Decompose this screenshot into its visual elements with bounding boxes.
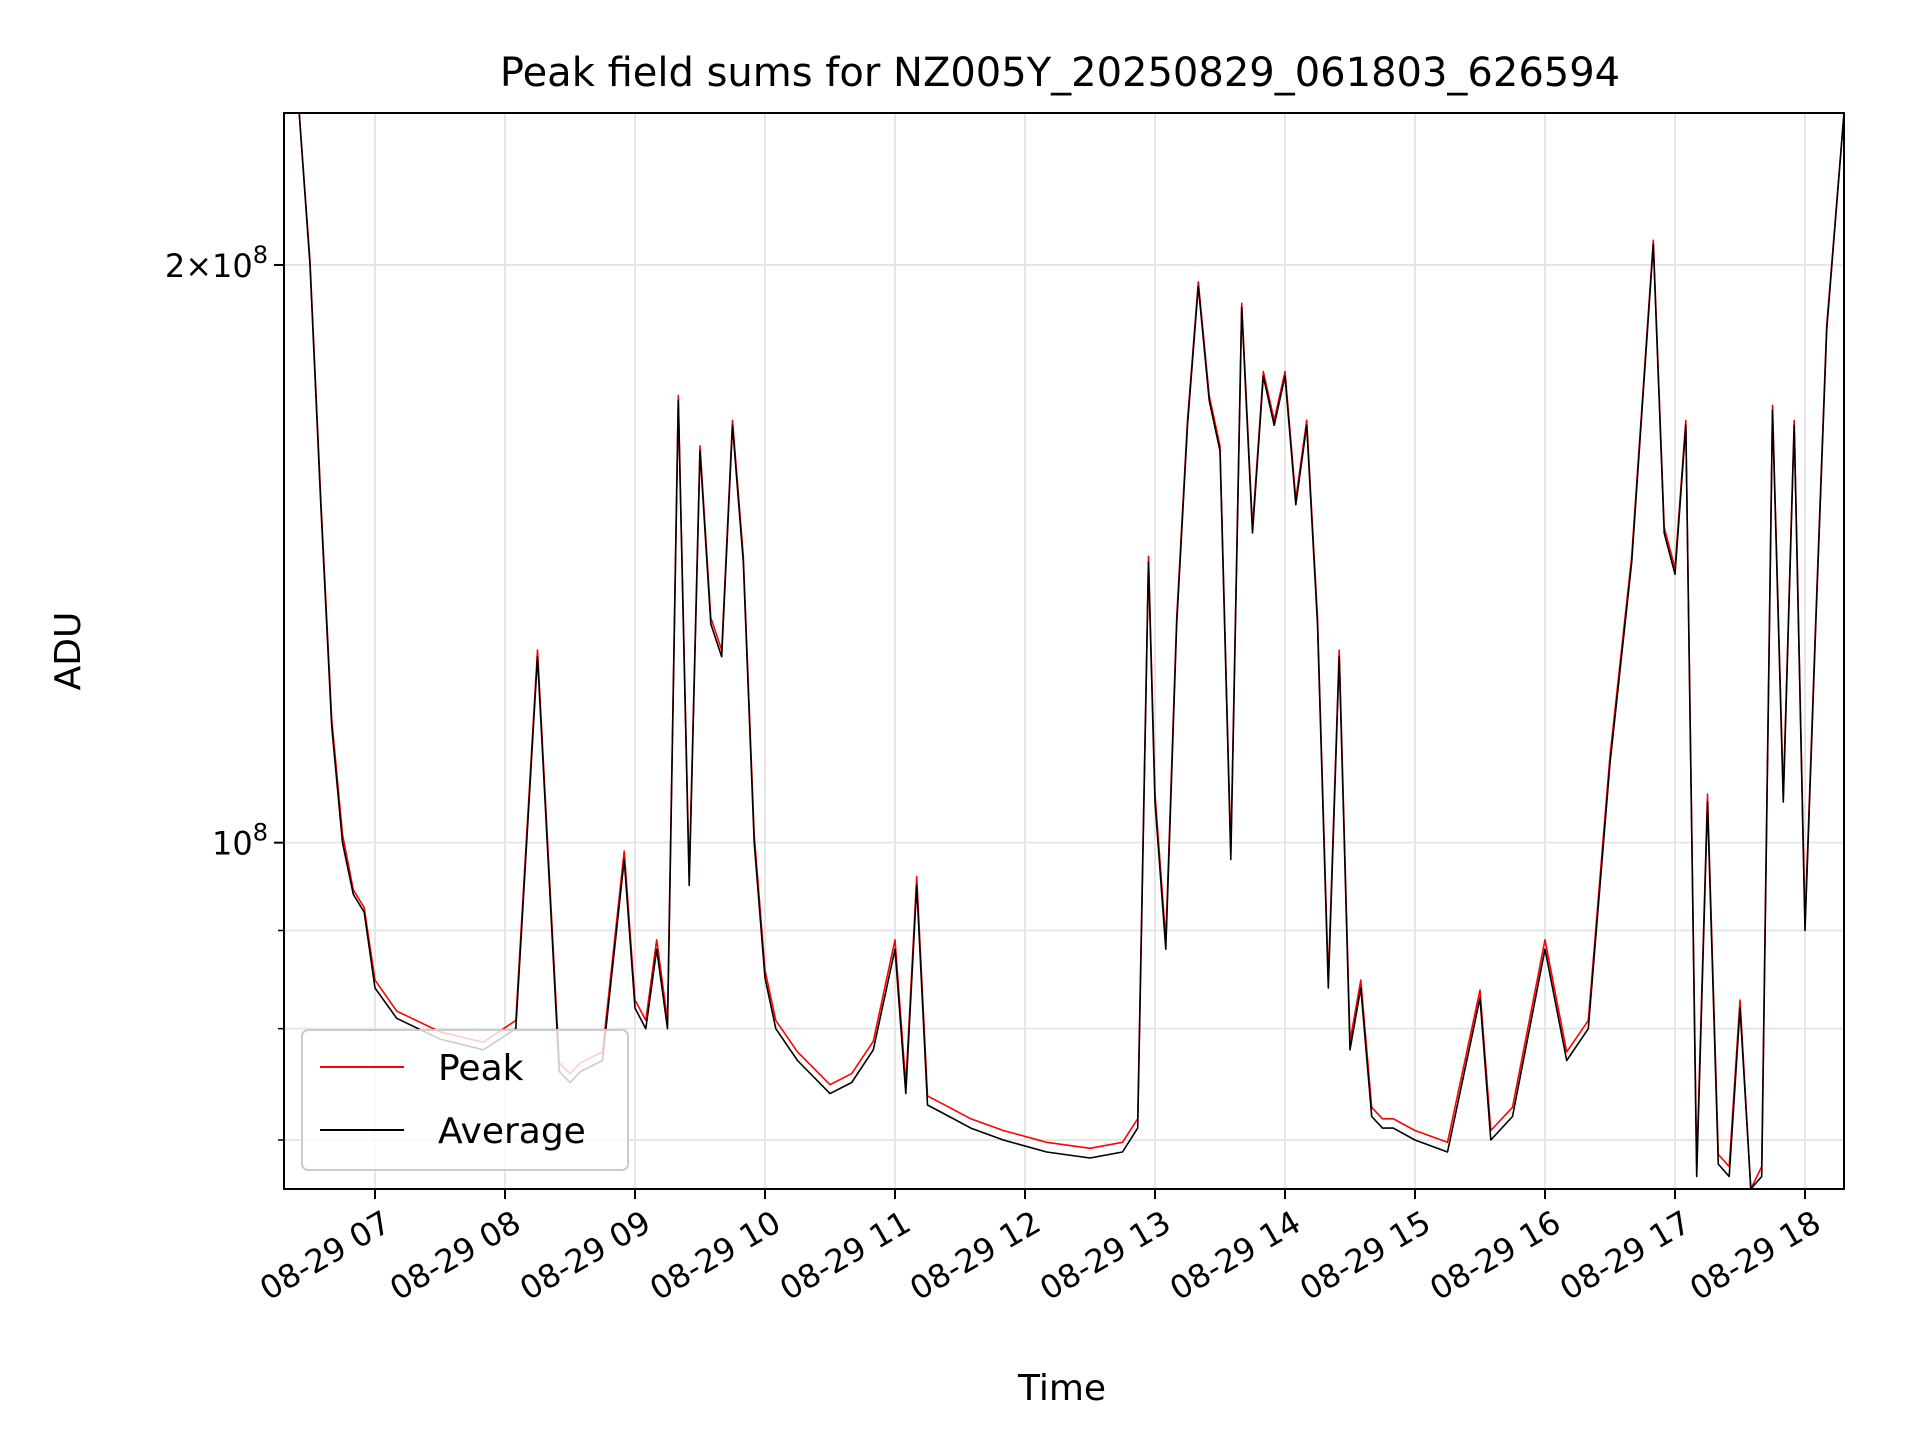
y-tick-label: 108 xyxy=(212,819,268,863)
y-tick-base: 10 xyxy=(212,825,253,863)
legend-box xyxy=(301,1029,629,1171)
legend: Peak Average xyxy=(301,1029,629,1171)
grid-lines xyxy=(284,113,1844,1189)
y-tick-exponent: 8 xyxy=(253,241,268,269)
y-tick-base: 10 xyxy=(212,247,253,285)
legend-label-average: Average xyxy=(438,1111,586,1152)
legend-label-peak: Peak xyxy=(438,1048,524,1089)
y-tick-exponent: 8 xyxy=(253,819,268,847)
chart-title: Peak field sums for NZ005Y_20250829_0618… xyxy=(500,50,1620,96)
x-axis-label: Time xyxy=(1017,1368,1106,1409)
plot-frame xyxy=(283,112,1845,1190)
y-tick-label: 2×108 xyxy=(165,241,268,285)
y-tick-mantissa: 2× xyxy=(165,247,212,285)
y-axis-label: ADU xyxy=(48,612,89,691)
